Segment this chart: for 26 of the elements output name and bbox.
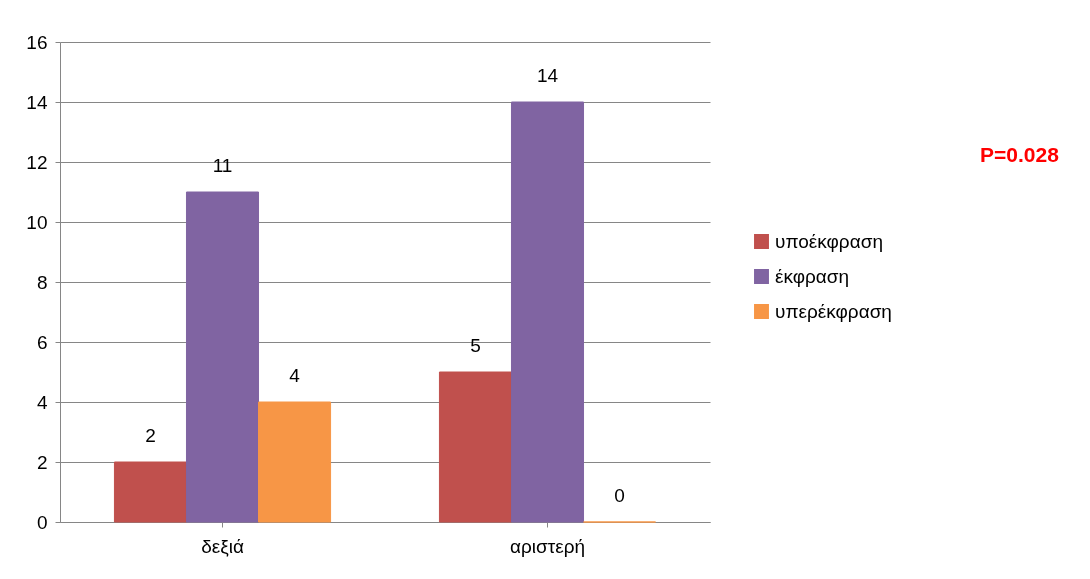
y-tick-label: 10 [26,211,48,233]
bar [113,461,187,523]
x-tick-label: δεξιά [201,535,244,557]
y-tick-label: 8 [36,271,48,293]
y-tick-label: 4 [36,391,48,413]
x-tick-label: αριστερή [509,535,586,557]
bar [510,101,585,523]
y-tick-label: 14 [26,91,48,113]
data-label: 5 [470,335,481,356]
legend-label: υπερέκφραση [775,300,892,322]
text: P=0.028 [980,143,1059,167]
y-tick-label: 12 [26,151,48,173]
bar [258,401,332,523]
y-tick-label: 2 [36,451,48,473]
data-label: 11 [212,155,233,176]
data-label: 4 [289,365,301,386]
data-label: 14 [536,65,559,86]
legend-label: έκφραση [775,265,850,287]
data-label: 2 [145,425,156,446]
bar [438,371,512,523]
legend-label: υποέκφραση [775,230,883,252]
y-tick-label: 16 [26,31,48,53]
y-tick-label: 6 [36,331,48,353]
bar [185,191,260,523]
data-label: 0 [614,485,625,506]
y-tick-label: 0 [36,511,48,533]
